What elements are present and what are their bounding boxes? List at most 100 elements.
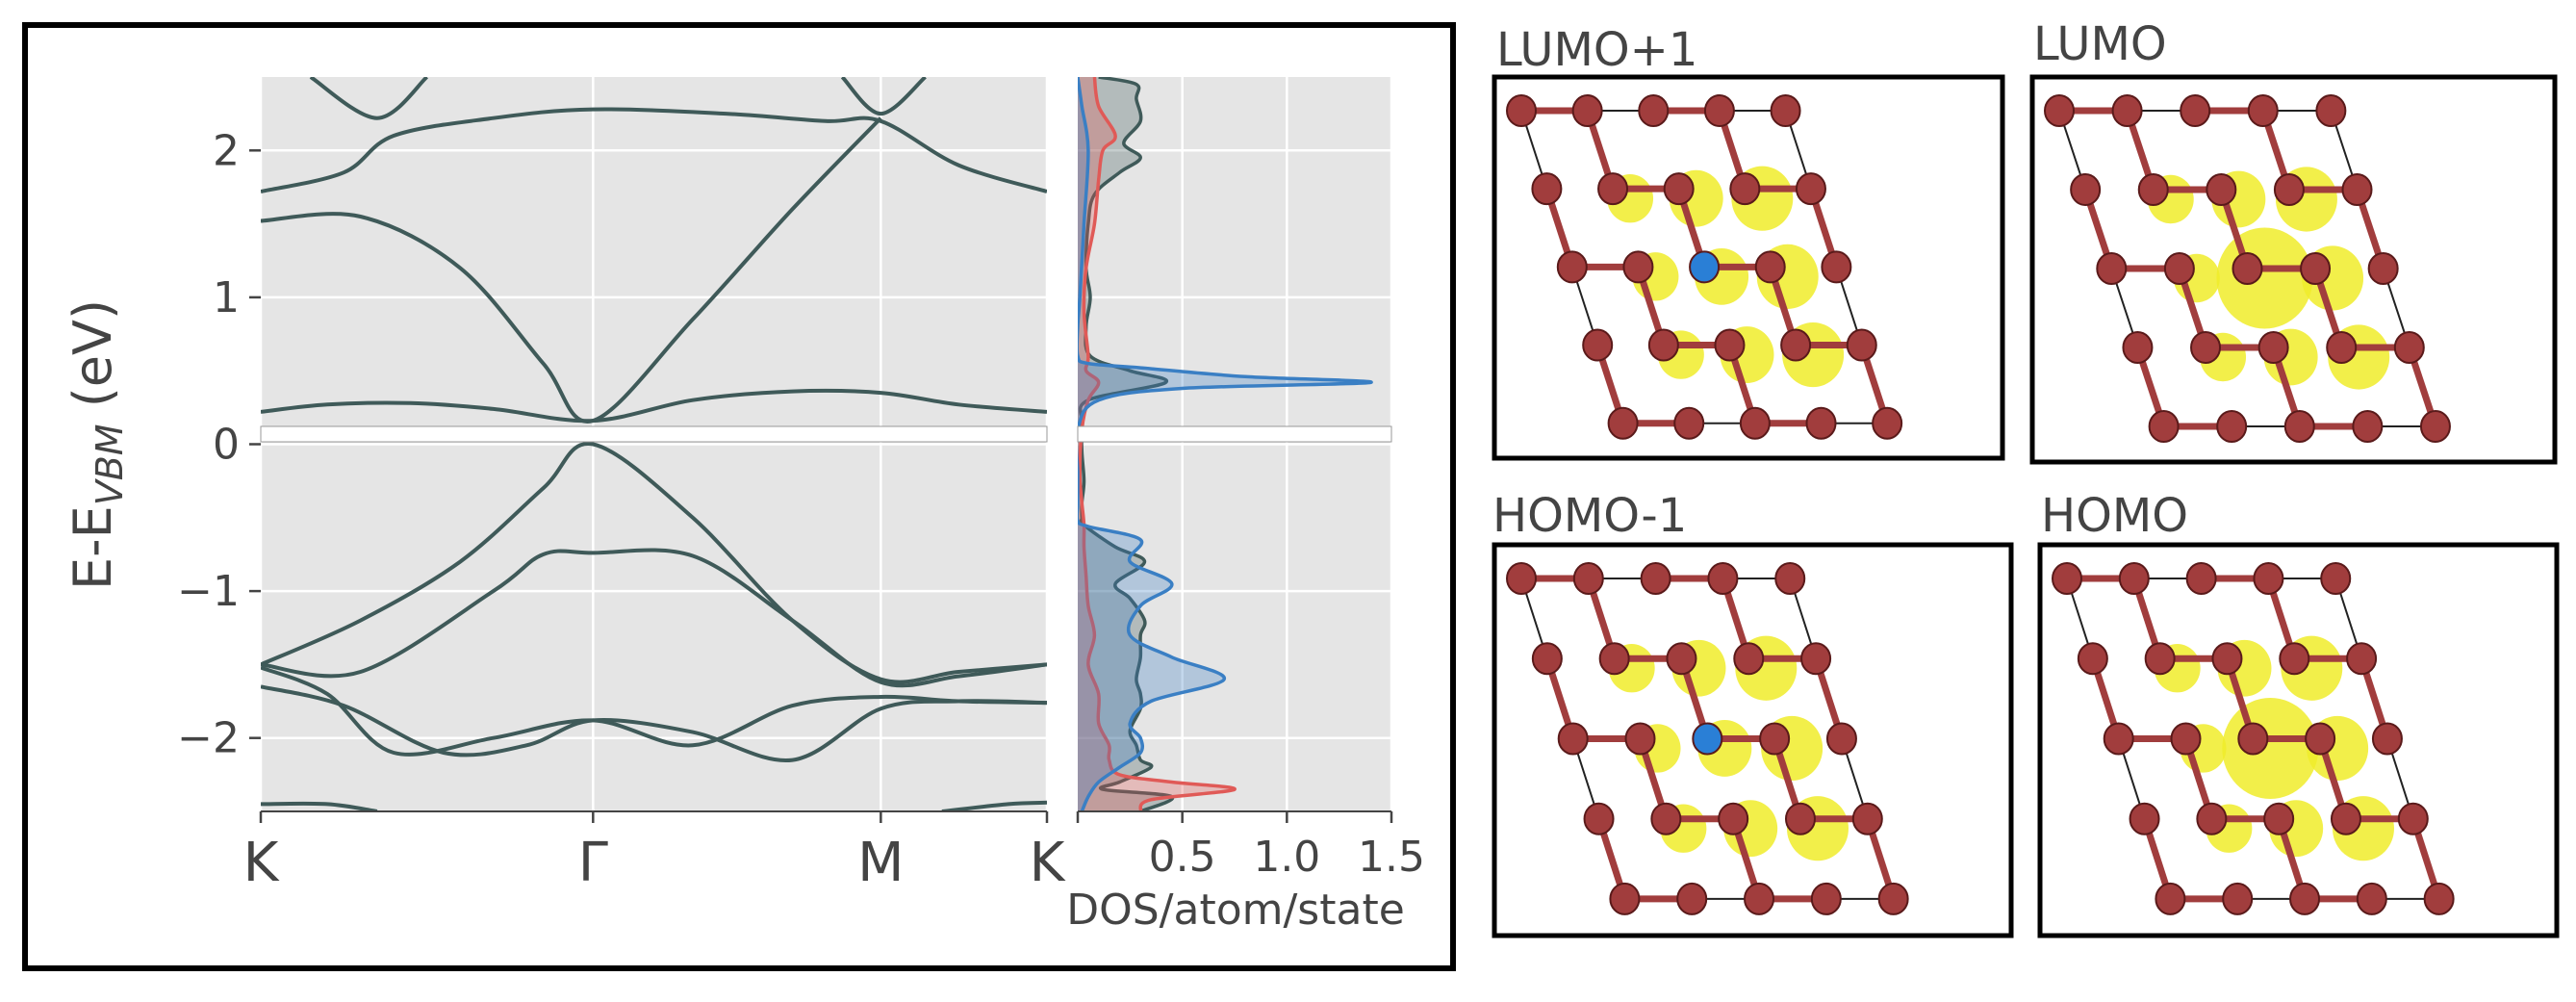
dos-curves (1078, 77, 1373, 811)
band-ytick-label: −2 (177, 714, 240, 763)
carbon-atom (1571, 94, 1603, 127)
band-gap-marker (260, 425, 1048, 443)
carbon-atom (1607, 406, 1639, 440)
band-ytick-label: 2 (213, 126, 240, 175)
carbon-atom (1624, 722, 1656, 756)
band-line (261, 548, 1047, 688)
band-line (261, 388, 1047, 424)
orbital-panel-lumo: LUMO (2029, 17, 2558, 465)
carbon-atom (1729, 172, 1761, 206)
band-lines (261, 77, 1047, 811)
carbon-atom (1663, 172, 1695, 206)
carbon-atom (2279, 642, 2310, 676)
carbon-atom (1733, 642, 1765, 676)
carbon-atom (1872, 406, 1903, 440)
dos-line-red (1078, 77, 1237, 811)
carbon-atom (1739, 406, 1771, 440)
dos-xtick-label: 0.5 (1149, 833, 1216, 882)
carbon-atom (2144, 642, 2176, 676)
carbon-atom (1572, 562, 1604, 595)
carbon-atom (1754, 250, 1786, 284)
carbon-atom (1666, 642, 1697, 676)
carbon-atom (2148, 410, 2180, 443)
carbon-atom (2326, 331, 2358, 364)
carbon-atom (1650, 802, 1682, 835)
carbon-atom (2111, 94, 2143, 127)
carbon-atom (2315, 94, 2347, 127)
carbon-atom (1846, 328, 1877, 362)
carbon-atom (1583, 802, 1615, 835)
left-panel-frame (22, 22, 1456, 971)
carbon-atom (1810, 882, 1842, 915)
carbon-atom (1703, 94, 1735, 127)
carbon-atom (2070, 173, 2102, 206)
carbon-atom (1744, 882, 1775, 915)
band-line (261, 665, 1047, 757)
carbon-atom (2397, 802, 2429, 835)
carbon-atom (2320, 562, 2352, 595)
orbital-panel-title: HOMO-1 (1492, 489, 1687, 543)
dos-gap-marker (1077, 425, 1392, 443)
carbon-atom (1784, 802, 1816, 835)
band-ytick-label: −1 (177, 567, 240, 616)
orbital-panel-title: LUMO (2033, 17, 2167, 71)
dos-x-ticks: 0.5 1.0 1.5 (1076, 810, 1425, 882)
band-ktick-label: Γ (578, 832, 608, 894)
carbon-atom (1780, 328, 1812, 362)
carbon-atom (2122, 331, 2154, 364)
carbon-atom (1673, 406, 1705, 440)
carbon-atom (2393, 331, 2425, 364)
carbon-atom (1676, 882, 1708, 915)
carbon-atom (2163, 252, 2195, 285)
dos-xtick-label: 1.0 (1253, 833, 1320, 882)
carbon-atom (2137, 173, 2169, 206)
dopant-atom (1689, 250, 1721, 284)
carbon-atom (2367, 252, 2399, 285)
band-structure-plot: −2 −1 0 1 2 K Γ M K E-EVBM (eV) (63, 77, 1066, 894)
carbon-atom (2423, 882, 2455, 915)
carbon-atom (2247, 94, 2279, 127)
carbon-atom (1597, 172, 1629, 206)
carbon-atom (2103, 722, 2134, 756)
band-line (261, 116, 882, 424)
carbon-atom (2257, 331, 2289, 364)
band-ktick-label: K (1030, 832, 1066, 894)
band-ytick-label: 1 (213, 273, 240, 322)
carbon-atom (2346, 642, 2378, 676)
band-line (840, 77, 927, 116)
orbital-panels: LUMO+1 LUMO HOMO-1 HOMO (1492, 17, 2560, 938)
carbon-atom (1800, 642, 1832, 676)
carbon-atom (2052, 562, 2082, 595)
carbon-atom (2356, 882, 2387, 915)
carbon-atom (2232, 252, 2263, 285)
carbon-atom (1557, 722, 1589, 756)
carbon-atom (1506, 94, 1537, 127)
carbon-atom (2289, 882, 2321, 915)
carbon-atom (2371, 722, 2403, 756)
band-ktick-label: K (243, 832, 280, 894)
carbon-atom (2300, 252, 2332, 285)
carbon-atom (1821, 250, 1852, 284)
dos-area-blue (1078, 77, 1371, 811)
carbon-atom (1707, 562, 1739, 595)
carbon-atom (1774, 562, 1806, 595)
carbon-atom (2077, 642, 2108, 676)
dos-area-red (1078, 77, 1236, 811)
carbon-atom (1714, 328, 1746, 362)
band-line (261, 684, 1047, 763)
carbon-atom (1638, 94, 1670, 127)
carbon-atom (1759, 722, 1791, 756)
dos-x-axis-label: DOS/atom/state (1066, 886, 1405, 935)
carbon-atom (1851, 802, 1883, 835)
orbital-lobe (2216, 227, 2313, 329)
carbon-atom (1795, 172, 1826, 206)
orbital-panel-title: LUMO+1 (1496, 23, 1697, 77)
carbon-atom (1531, 642, 1563, 676)
carbon-atom (2419, 410, 2451, 443)
carbon-atom (1825, 722, 1857, 756)
carbon-atom (2044, 94, 2075, 127)
orbital-panel-lumoplus1: LUMO+1 (1492, 23, 2005, 461)
carbon-atom (1506, 562, 1537, 595)
dos-grid (1078, 77, 1393, 811)
band-line (261, 441, 1047, 684)
